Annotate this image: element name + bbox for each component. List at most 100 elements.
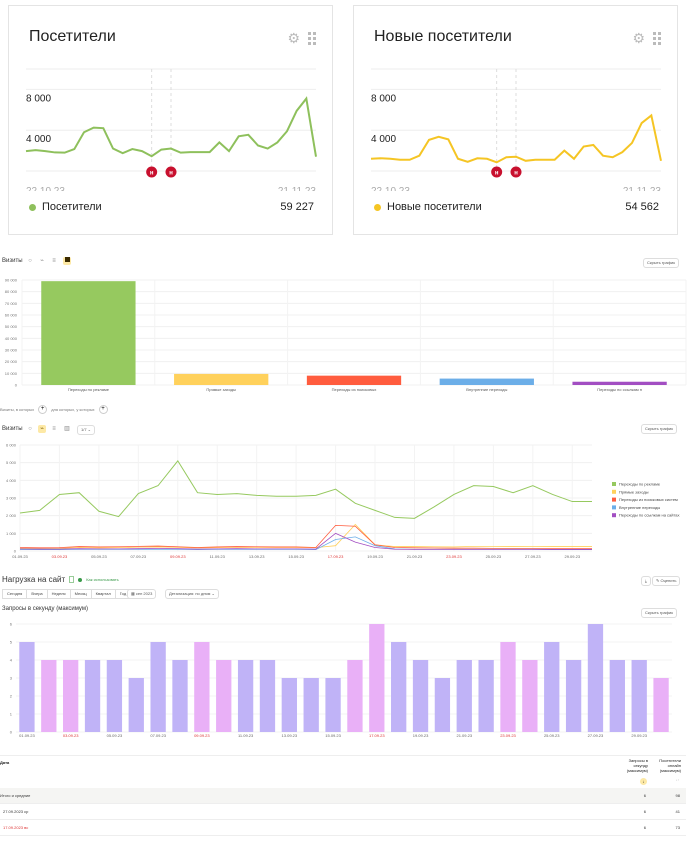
legend-swatch[interactable] [612, 513, 616, 518]
bar[interactable] [478, 660, 494, 732]
info-icon[interactable] [69, 576, 75, 583]
col-header-online[interactable]: Посетители онлайн (максимум) [659, 758, 681, 773]
bar-chart-icon[interactable] [63, 257, 71, 265]
how-to-use-link[interactable]: Как использовать [86, 577, 119, 582]
gear-icon[interactable]: ⚙ [632, 30, 645, 46]
bar[interactable] [216, 660, 232, 732]
stacked-chart-icon[interactable]: ≡ [52, 426, 56, 432]
col-header-date[interactable]: Дата [0, 760, 10, 765]
bar-chart-icon[interactable]: ▥ [64, 426, 70, 432]
annotation-marker[interactable]: н [146, 166, 158, 178]
legend-swatch[interactable] [612, 497, 616, 502]
sort-online-icon[interactable]: ↓↑ [676, 778, 679, 782]
rate-button[interactable]: ✎ Оценить [652, 576, 681, 586]
period-button[interactable]: Квартал [90, 589, 116, 599]
annotation-marker[interactable]: н [165, 166, 177, 178]
bar[interactable] [281, 678, 297, 732]
legend-swatch[interactable] [612, 505, 616, 510]
period-button[interactable]: Вчера [26, 589, 48, 599]
bar[interactable] [106, 660, 123, 732]
period-select[interactable]: 1/7 ⌄ [77, 425, 96, 435]
bar[interactable] [631, 660, 647, 732]
bar[interactable] [572, 381, 667, 385]
bar[interactable] [653, 678, 669, 732]
legend-label: Переходы по ссылкам на сайтах [619, 513, 680, 518]
bar[interactable] [369, 624, 385, 732]
period-button[interactable]: Неделя [46, 589, 71, 599]
bar[interactable] [63, 660, 79, 732]
stacked-chart-icon[interactable]: ≡ [52, 258, 56, 264]
widget-line-chart: 8 000 4 000 н н 22.10.23 21.11.23 [25, 68, 317, 191]
rate-button-label: Оценить [660, 578, 677, 583]
bar[interactable] [391, 642, 407, 732]
detail-select-value: Детализация: по дням [169, 591, 211, 596]
pie-chart-icon[interactable]: ○ [28, 426, 32, 432]
bar[interactable] [439, 378, 534, 385]
add-condition-button[interactable]: + [38, 405, 48, 414]
legend-label: Внутренние переходы [619, 505, 660, 510]
bar[interactable] [609, 660, 625, 732]
period-button[interactable]: Месяц [69, 589, 92, 599]
bar[interactable] [194, 642, 210, 732]
row-online: 98 [675, 793, 680, 798]
bar[interactable] [412, 660, 429, 732]
export-button[interactable]: ⤓ [641, 576, 651, 586]
bar[interactable] [434, 678, 451, 732]
hide-chart-button[interactable]: Скрыть график [641, 424, 677, 434]
bar[interactable] [128, 678, 144, 732]
bar[interactable] [19, 642, 35, 732]
drag-handle-icon[interactable] [308, 32, 316, 45]
y-tick-label: 90 000 [5, 278, 18, 283]
bar[interactable] [41, 281, 136, 385]
bar[interactable] [150, 642, 166, 732]
bar[interactable] [84, 660, 101, 732]
table-row[interactable]: 17.09.2023 вс 6 73 [0, 820, 686, 836]
annotation-marker[interactable]: н [510, 166, 522, 178]
y-tick-label: 1 000 [6, 531, 17, 536]
bar[interactable] [522, 660, 538, 732]
bar[interactable] [303, 678, 319, 732]
legend-label: Переходы из поисковых систем [619, 497, 678, 502]
table-row[interactable]: 27.09.2023 ср 6 41 [0, 804, 686, 820]
bar[interactable] [259, 660, 276, 732]
bar[interactable] [41, 660, 57, 732]
legend-swatch[interactable] [612, 489, 616, 494]
series-line [25, 96, 317, 158]
widget-title: Посетители [29, 28, 116, 45]
col-header-rps[interactable]: Запросы в секунду (максимум) [626, 758, 648, 773]
row-online: 41 [675, 809, 680, 814]
x-tick-label: 13.09.23 [249, 554, 265, 559]
y-tick-label: 4 [10, 658, 13, 663]
y-tick-label: 70 000 [5, 301, 18, 306]
period-button[interactable]: Сегодня [2, 589, 28, 599]
legend-swatch[interactable] [612, 482, 616, 486]
bar[interactable] [237, 660, 254, 732]
bar[interactable] [500, 642, 516, 732]
detail-select[interactable]: Детализация: по дням ⌄ [165, 589, 219, 599]
bar[interactable] [544, 642, 560, 732]
add-condition-button-2[interactable]: + [98, 405, 108, 414]
sort-rps-icon[interactable]: ↓ [640, 778, 647, 785]
svg-text:н: н [150, 171, 154, 177]
bar[interactable] [456, 660, 472, 732]
bar[interactable] [565, 660, 582, 732]
bar[interactable] [347, 660, 363, 732]
bar[interactable] [306, 375, 402, 385]
bar[interactable] [325, 678, 341, 732]
line-chart-icon[interactable]: ⌁ [38, 425, 46, 433]
pie-chart-icon[interactable]: ○ [28, 258, 32, 264]
svg-text:н: н [495, 171, 499, 177]
drag-handle-icon[interactable] [653, 32, 661, 45]
annotation-marker[interactable]: н [491, 166, 503, 178]
y-tick-label: 5 [10, 640, 13, 645]
table-row[interactable]: Итого и средние 6 98 [0, 788, 686, 804]
x-tick-label: 03.09.23 [52, 554, 68, 559]
bar[interactable] [172, 660, 188, 732]
hide-chart-button[interactable]: Скрыть график [643, 258, 679, 268]
hide-chart-button[interactable]: Скрыть график [641, 608, 677, 618]
gear-icon[interactable]: ⚙ [287, 30, 300, 46]
line-chart-icon[interactable]: ⌁ [40, 258, 44, 264]
bar[interactable] [174, 373, 269, 385]
date-range-button[interactable]: ▦ сен 2023 [127, 589, 157, 599]
bar[interactable] [587, 624, 604, 732]
